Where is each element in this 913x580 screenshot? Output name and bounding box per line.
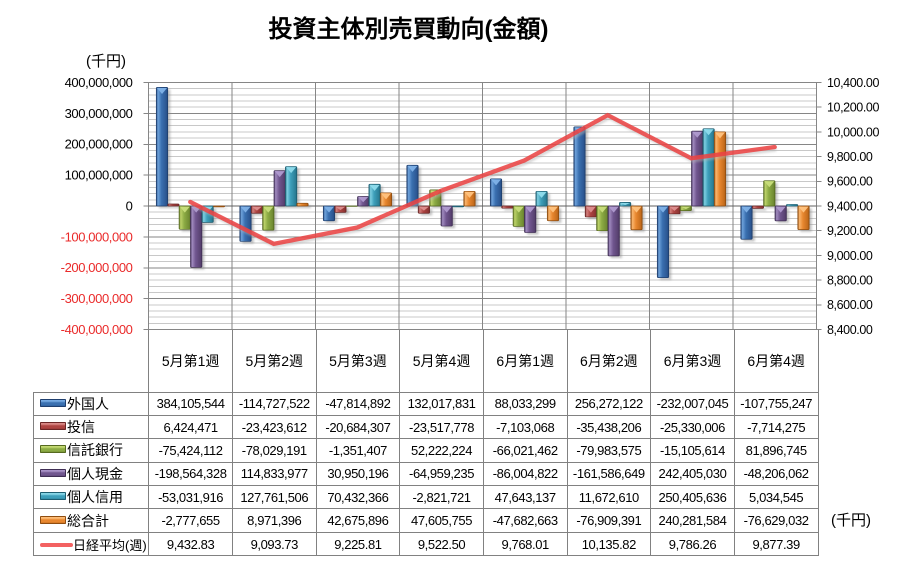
- svg-text:400,000,000: 400,000,000: [65, 75, 133, 90]
- svg-text:0: 0: [126, 198, 133, 213]
- svg-text:-300,000,000: -300,000,000: [61, 291, 133, 306]
- svg-text:100,000,000: 100,000,000: [65, 168, 133, 183]
- svg-text:200,000,000: 200,000,000: [65, 137, 133, 152]
- svg-text:9,600.00: 9,600.00: [827, 175, 873, 189]
- svg-text:-100,000,000: -100,000,000: [61, 229, 133, 244]
- svg-text:10,400.00: 10,400.00: [827, 76, 879, 90]
- svg-text:10,000.00: 10,000.00: [827, 125, 879, 139]
- svg-text:9,200.00: 9,200.00: [827, 224, 873, 238]
- svg-text:9,800.00: 9,800.00: [827, 150, 873, 164]
- svg-text:9,000.00: 9,000.00: [827, 249, 873, 263]
- svg-text:300,000,000: 300,000,000: [65, 106, 133, 121]
- svg-text:8,800.00: 8,800.00: [827, 274, 873, 288]
- svg-text:9,400.00: 9,400.00: [827, 199, 873, 213]
- svg-text:10,200.00: 10,200.00: [827, 101, 879, 115]
- svg-text:-400,000,000: -400,000,000: [61, 322, 133, 337]
- svg-text:8,400.00: 8,400.00: [827, 323, 873, 337]
- svg-text:-200,000,000: -200,000,000: [61, 260, 133, 275]
- svg-text:8,600.00: 8,600.00: [827, 298, 873, 312]
